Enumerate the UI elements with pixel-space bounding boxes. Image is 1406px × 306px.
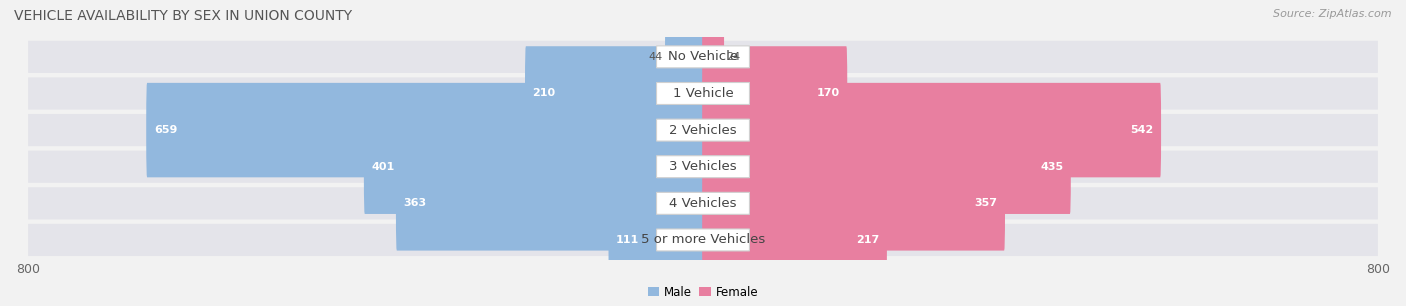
FancyBboxPatch shape: [702, 46, 848, 141]
Text: 401: 401: [371, 162, 395, 172]
FancyBboxPatch shape: [702, 156, 1005, 251]
FancyBboxPatch shape: [657, 46, 749, 68]
FancyBboxPatch shape: [28, 41, 1378, 73]
Text: 5 or more Vehicles: 5 or more Vehicles: [641, 233, 765, 246]
Text: 44: 44: [648, 52, 662, 62]
FancyBboxPatch shape: [28, 187, 1378, 219]
FancyBboxPatch shape: [657, 192, 749, 214]
Text: 170: 170: [817, 88, 839, 99]
FancyBboxPatch shape: [28, 151, 1378, 183]
FancyBboxPatch shape: [396, 156, 704, 251]
FancyBboxPatch shape: [364, 119, 704, 214]
FancyBboxPatch shape: [28, 114, 1378, 146]
FancyBboxPatch shape: [657, 156, 749, 178]
Text: 111: 111: [616, 235, 640, 245]
Text: 3 Vehicles: 3 Vehicles: [669, 160, 737, 173]
Text: Source: ZipAtlas.com: Source: ZipAtlas.com: [1274, 9, 1392, 19]
Text: 435: 435: [1040, 162, 1063, 172]
FancyBboxPatch shape: [657, 83, 749, 104]
FancyBboxPatch shape: [702, 119, 1071, 214]
FancyBboxPatch shape: [524, 46, 704, 141]
Text: 659: 659: [153, 125, 177, 135]
Legend: Male, Female: Male, Female: [643, 281, 763, 303]
Text: VEHICLE AVAILABILITY BY SEX IN UNION COUNTY: VEHICLE AVAILABILITY BY SEX IN UNION COU…: [14, 9, 352, 23]
Text: 2 Vehicles: 2 Vehicles: [669, 124, 737, 136]
FancyBboxPatch shape: [657, 229, 749, 251]
FancyBboxPatch shape: [28, 224, 1378, 256]
FancyBboxPatch shape: [657, 119, 749, 141]
FancyBboxPatch shape: [665, 9, 704, 104]
Text: 357: 357: [974, 198, 997, 208]
FancyBboxPatch shape: [702, 83, 1161, 177]
Text: 217: 217: [856, 235, 879, 245]
Text: 363: 363: [404, 198, 426, 208]
FancyBboxPatch shape: [702, 9, 724, 104]
FancyBboxPatch shape: [146, 83, 704, 177]
Text: 1 Vehicle: 1 Vehicle: [672, 87, 734, 100]
Text: 542: 542: [1130, 125, 1153, 135]
Text: 4 Vehicles: 4 Vehicles: [669, 197, 737, 210]
FancyBboxPatch shape: [609, 193, 704, 287]
FancyBboxPatch shape: [28, 77, 1378, 110]
Text: 24: 24: [727, 52, 741, 62]
FancyBboxPatch shape: [702, 193, 887, 287]
Text: No Vehicle: No Vehicle: [668, 50, 738, 63]
Text: 210: 210: [533, 88, 555, 99]
